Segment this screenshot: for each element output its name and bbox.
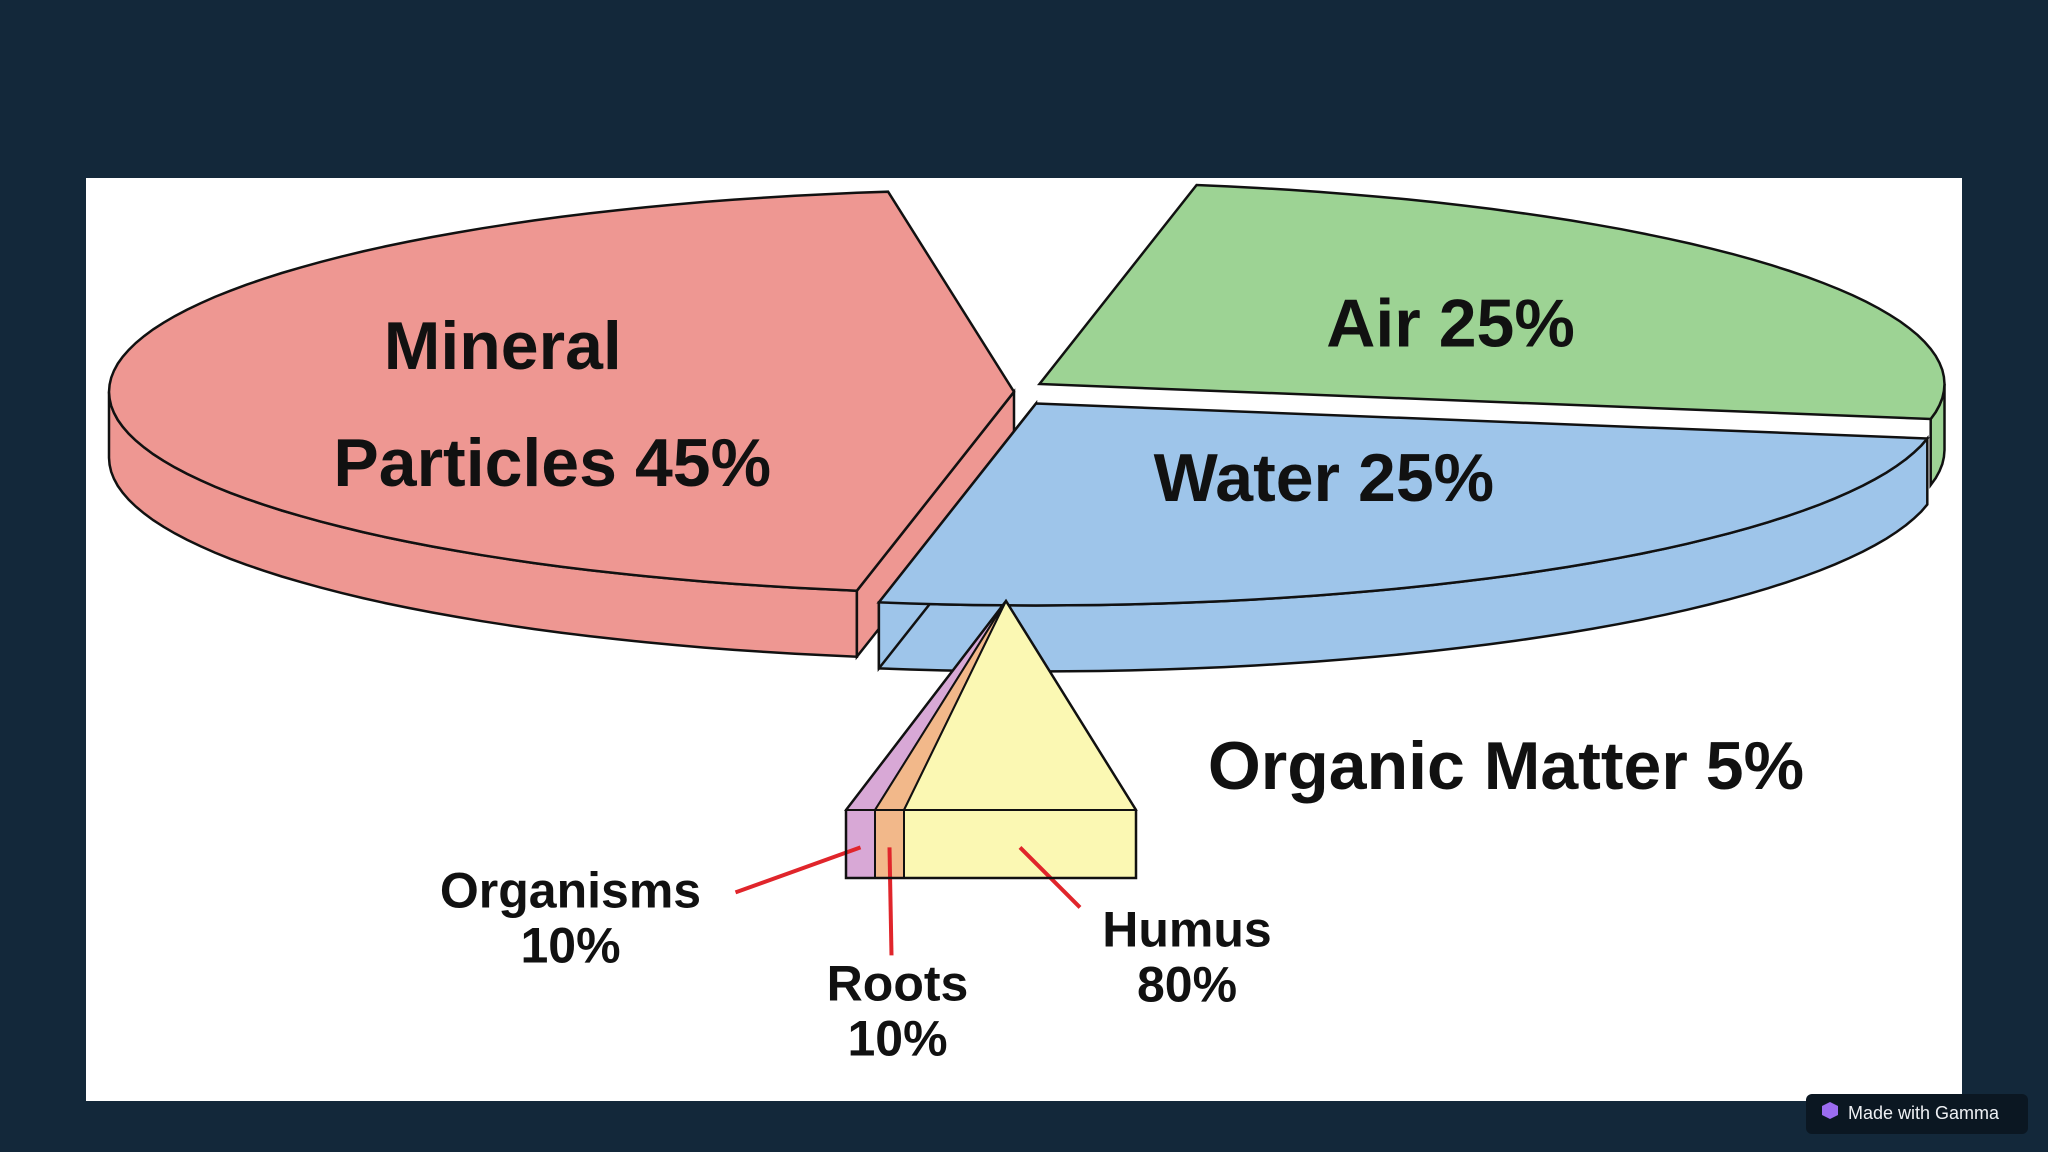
- sub-category-label: Roots: [827, 956, 969, 1012]
- leader-line: [887, 847, 894, 956]
- sub-value-label: 10%: [847, 1011, 947, 1067]
- badge-box[interactable]: [1806, 1094, 2028, 1134]
- slice-category: Mineral Particles: [333, 308, 640, 501]
- leader-line: [734, 845, 862, 895]
- sub-value-label: 80%: [1137, 957, 1237, 1013]
- badge-text[interactable]: Made with Gamma: [1848, 1103, 2000, 1123]
- prism-front-band: [903, 809, 1137, 879]
- organic-prism: [734, 598, 1138, 956]
- gamma-badge[interactable]: Made with Gamma: [1806, 1094, 2028, 1134]
- slice-category-line: Particles: [333, 425, 617, 501]
- slice-category: Air: [1326, 285, 1420, 361]
- pie-slice: [1036, 183, 1946, 489]
- slice-value: 25%: [1358, 440, 1494, 516]
- slice-category: Organic Matter: [1208, 728, 1688, 804]
- pie-slice: [876, 399, 1930, 673]
- slice-label: Organic Matter 5%: [1208, 728, 1804, 804]
- organic-slice: [844, 598, 1138, 880]
- slice-category-line: Mineral: [384, 308, 641, 384]
- sub-category-label: Organisms: [440, 863, 701, 919]
- slice-label: Water 25%: [1154, 440, 1495, 516]
- prism-front-band: [845, 809, 876, 879]
- sub-category-label: Humus: [1102, 902, 1271, 958]
- badge-icon[interactable]: [1822, 1102, 1838, 1119]
- pie-slice-top: [876, 402, 1930, 607]
- pie-slice-top: [1036, 183, 1946, 421]
- slice-value: 25%: [1439, 285, 1575, 361]
- slice-value: 5%: [1706, 728, 1804, 804]
- sub-value-label: 10%: [520, 918, 620, 974]
- slice-value: 45%: [635, 425, 771, 501]
- slice-label: Mineral Particles 45%: [333, 308, 771, 501]
- slice-label: Air 25%: [1326, 285, 1575, 361]
- slice-category: Water: [1154, 440, 1340, 516]
- pie-slice-top: [107, 190, 1016, 592]
